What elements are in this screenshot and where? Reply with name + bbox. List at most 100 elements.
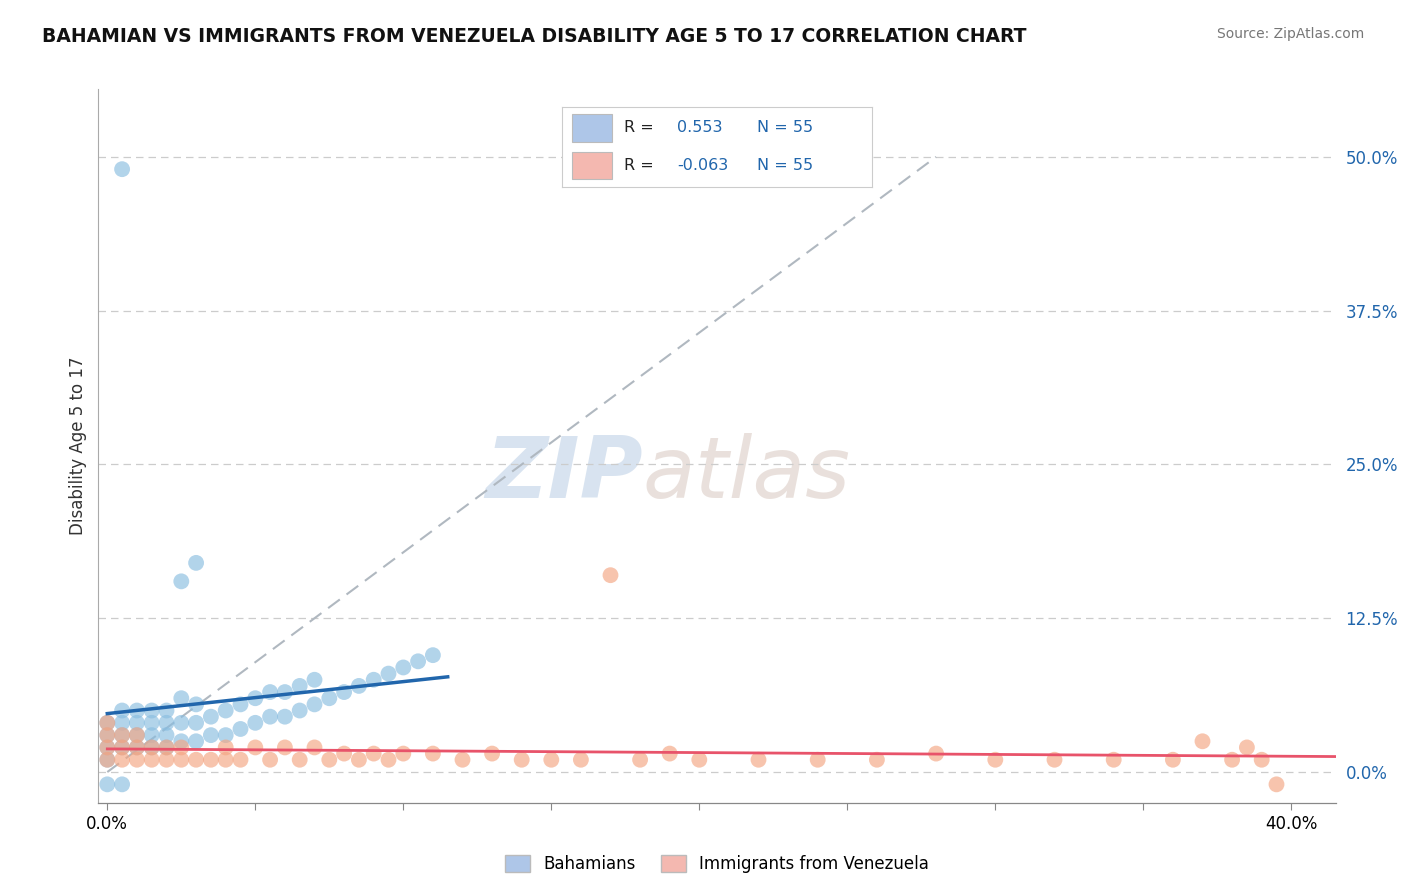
Point bbox=[155, 740, 177, 755]
Point bbox=[1220, 753, 1243, 767]
Point bbox=[377, 666, 399, 681]
Point bbox=[245, 740, 267, 755]
Point bbox=[96, 715, 118, 730]
Point bbox=[288, 704, 311, 718]
Point bbox=[170, 691, 193, 706]
Text: 0.553: 0.553 bbox=[676, 120, 723, 136]
Point bbox=[125, 740, 148, 755]
Point bbox=[215, 704, 238, 718]
Point bbox=[184, 753, 207, 767]
Point bbox=[1250, 753, 1272, 767]
Point bbox=[288, 753, 311, 767]
Point bbox=[510, 753, 533, 767]
Point bbox=[333, 685, 356, 699]
Point bbox=[184, 715, 207, 730]
Point bbox=[333, 747, 356, 761]
Point bbox=[807, 753, 830, 767]
Point bbox=[96, 777, 118, 791]
Point bbox=[259, 709, 281, 723]
Point bbox=[170, 734, 193, 748]
Point bbox=[200, 753, 222, 767]
Point bbox=[96, 728, 118, 742]
Point bbox=[170, 715, 193, 730]
Point bbox=[184, 734, 207, 748]
Point bbox=[288, 679, 311, 693]
Point bbox=[155, 728, 177, 742]
Point bbox=[658, 747, 681, 761]
Point bbox=[111, 728, 134, 742]
Point bbox=[599, 568, 621, 582]
Point bbox=[422, 747, 444, 761]
Text: -0.063: -0.063 bbox=[676, 158, 728, 173]
Point bbox=[628, 753, 651, 767]
Text: BAHAMIAN VS IMMIGRANTS FROM VENEZUELA DISABILITY AGE 5 TO 17 CORRELATION CHART: BAHAMIAN VS IMMIGRANTS FROM VENEZUELA DI… bbox=[42, 27, 1026, 45]
Point bbox=[229, 722, 252, 736]
Point bbox=[392, 660, 415, 674]
Point bbox=[569, 753, 592, 767]
Point bbox=[96, 753, 118, 767]
Point bbox=[96, 753, 118, 767]
Point bbox=[155, 704, 177, 718]
Point bbox=[363, 673, 385, 687]
Point bbox=[422, 648, 444, 662]
Point bbox=[111, 728, 134, 742]
Point bbox=[1102, 753, 1125, 767]
Point bbox=[1265, 777, 1288, 791]
Point bbox=[215, 753, 238, 767]
Point bbox=[125, 704, 148, 718]
Point bbox=[747, 753, 769, 767]
Point bbox=[96, 740, 118, 755]
Point bbox=[984, 753, 1007, 767]
Text: R =: R = bbox=[624, 158, 659, 173]
Point bbox=[125, 715, 148, 730]
Bar bbox=[572, 114, 612, 142]
Point bbox=[1161, 753, 1184, 767]
Point bbox=[215, 740, 238, 755]
Point bbox=[259, 753, 281, 767]
Text: Source: ZipAtlas.com: Source: ZipAtlas.com bbox=[1216, 27, 1364, 41]
Point bbox=[377, 753, 399, 767]
Text: R =: R = bbox=[624, 120, 659, 136]
Point bbox=[155, 740, 177, 755]
Point bbox=[406, 654, 429, 668]
Point bbox=[274, 709, 297, 723]
Point bbox=[274, 740, 297, 755]
Point bbox=[481, 747, 503, 761]
Point bbox=[1236, 740, 1258, 755]
Point bbox=[111, 753, 134, 767]
Point bbox=[347, 679, 370, 693]
Point bbox=[96, 715, 118, 730]
Point bbox=[184, 556, 207, 570]
Text: N = 55: N = 55 bbox=[758, 158, 814, 173]
Bar bbox=[572, 152, 612, 179]
Point bbox=[125, 753, 148, 767]
Point bbox=[96, 740, 118, 755]
Point bbox=[540, 753, 562, 767]
Point bbox=[141, 753, 163, 767]
Point bbox=[141, 740, 163, 755]
Point bbox=[111, 162, 134, 177]
Point bbox=[141, 715, 163, 730]
Point bbox=[111, 704, 134, 718]
Point bbox=[229, 698, 252, 712]
Point bbox=[111, 740, 134, 755]
Y-axis label: Disability Age 5 to 17: Disability Age 5 to 17 bbox=[69, 357, 87, 535]
Point bbox=[215, 728, 238, 742]
Point bbox=[866, 753, 889, 767]
Point bbox=[229, 753, 252, 767]
Point bbox=[245, 691, 267, 706]
Point bbox=[96, 728, 118, 742]
Point bbox=[141, 740, 163, 755]
Point bbox=[111, 715, 134, 730]
Point bbox=[304, 673, 326, 687]
Point bbox=[111, 777, 134, 791]
Point bbox=[363, 747, 385, 761]
Point bbox=[200, 728, 222, 742]
Point bbox=[125, 728, 148, 742]
Point bbox=[125, 740, 148, 755]
Point bbox=[141, 728, 163, 742]
Point bbox=[688, 753, 710, 767]
Point bbox=[259, 685, 281, 699]
Point bbox=[155, 715, 177, 730]
Text: ZIP: ZIP bbox=[485, 433, 643, 516]
